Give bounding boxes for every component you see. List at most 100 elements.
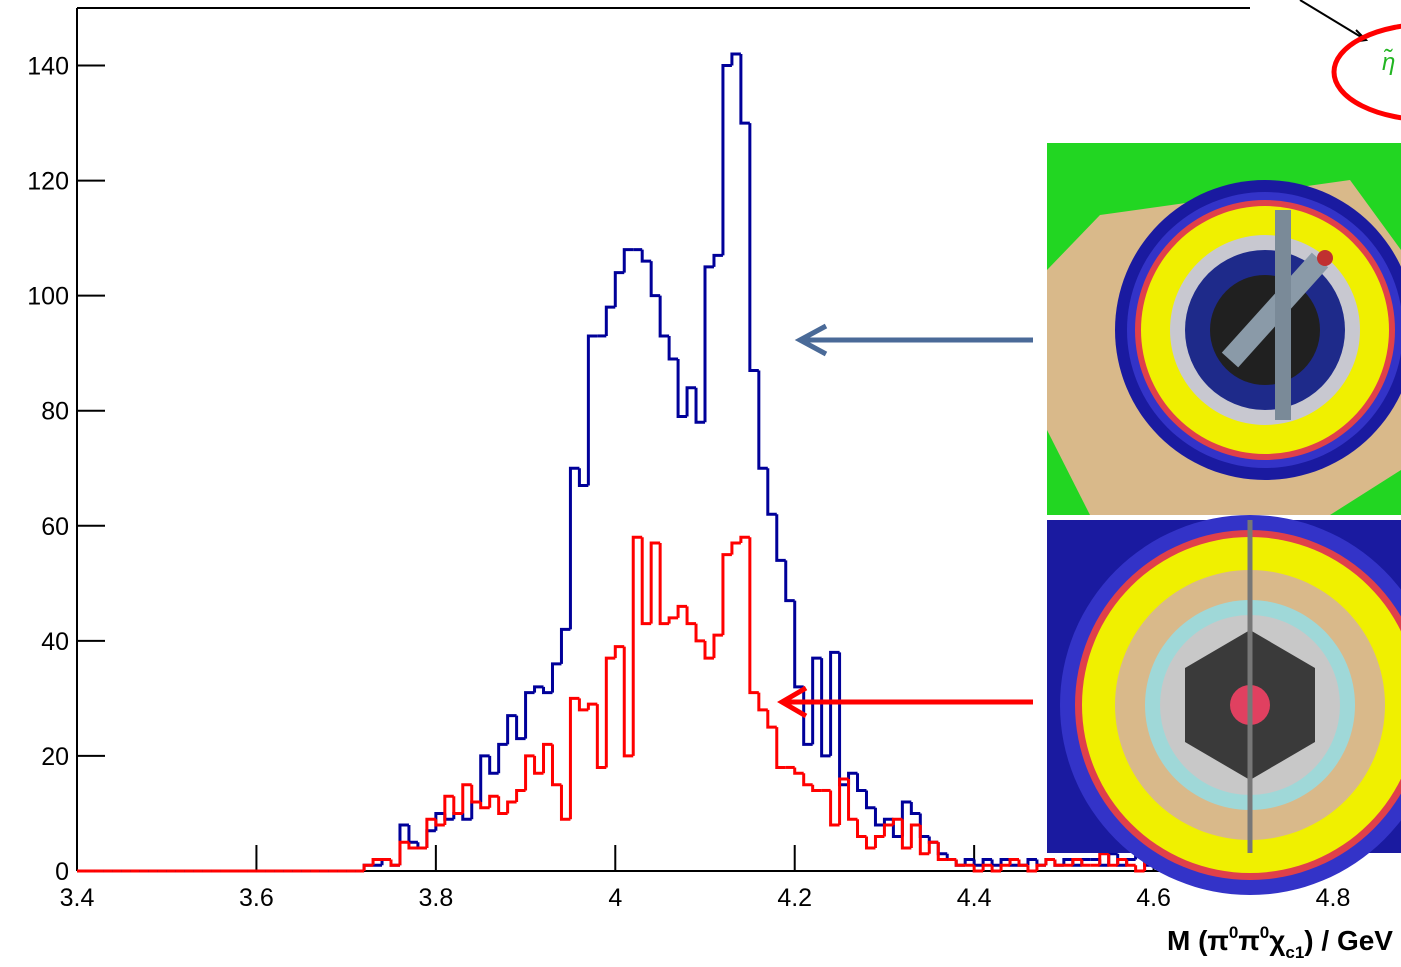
histogram-bin xyxy=(829,650,840,756)
histogram-bin xyxy=(838,652,849,787)
histogram-bin xyxy=(820,658,831,758)
histogram-bin xyxy=(1008,857,1019,866)
histogram-bin xyxy=(703,265,714,423)
histogram-bin xyxy=(479,801,490,810)
arrow-blue-head xyxy=(794,323,828,357)
histogram-bin xyxy=(721,64,732,256)
histogram-bin xyxy=(1098,852,1109,866)
histogram-bin xyxy=(918,824,930,856)
x-tick-label: 4.2 xyxy=(777,884,812,912)
histogram-bin xyxy=(685,386,697,417)
histogram-bin xyxy=(739,54,750,125)
histogram-bin xyxy=(470,784,481,804)
histogram-bin xyxy=(362,863,374,871)
histogram-bin xyxy=(640,537,652,626)
x-axis-label-part: c1 xyxy=(1285,943,1304,962)
x-axis-label-part: π xyxy=(1238,925,1259,956)
histogram-bin xyxy=(694,623,705,643)
histogram-bin xyxy=(515,715,526,741)
x-tick-label: 4.6 xyxy=(1136,884,1171,912)
histogram-bin xyxy=(873,834,885,848)
histogram-bin xyxy=(649,261,661,298)
overlay: η̃ xyxy=(777,0,1401,895)
histogram-bin xyxy=(533,685,544,693)
histogram-bin xyxy=(721,553,732,636)
histogram-bin xyxy=(882,823,894,837)
y-tick-label: 60 xyxy=(41,513,69,541)
histogram-bin xyxy=(604,656,616,768)
histogram-bin xyxy=(748,537,759,695)
histogram-bin xyxy=(577,468,589,488)
histogram-bin xyxy=(461,783,472,814)
histogram-bin xyxy=(425,817,436,848)
histogram-bin xyxy=(622,646,634,758)
histogram-bin xyxy=(793,600,804,689)
y-tick-label: 80 xyxy=(41,398,69,426)
histogram-bin xyxy=(766,468,777,516)
histogram-bin xyxy=(1053,859,1064,867)
histogram-bin xyxy=(999,863,1011,871)
histogram-bin xyxy=(586,702,598,710)
histogram-bin xyxy=(497,742,508,774)
histogram-bin xyxy=(524,754,535,791)
histogram-bin xyxy=(398,840,409,866)
histogram-bin xyxy=(963,857,975,866)
histogram-bin xyxy=(488,794,499,808)
histogram-bin xyxy=(838,777,849,825)
histogram-bin xyxy=(1134,865,1145,873)
histogram-bin xyxy=(488,755,499,775)
detector-image-2 xyxy=(1047,515,1401,895)
histogram-bin xyxy=(497,796,508,815)
x-axis-label: M (π0π0χc1) / GeV xyxy=(1167,923,1393,962)
x-axis-label-part: ) / GeV xyxy=(1304,925,1393,956)
histogram-bin xyxy=(1107,853,1118,867)
histogram-bin xyxy=(506,800,517,814)
histogram-bin xyxy=(757,370,768,470)
histogram-bin xyxy=(434,819,445,827)
histogram-bin xyxy=(712,253,723,267)
histogram-bin xyxy=(990,865,1002,873)
histogram-bin xyxy=(524,691,535,739)
y-tick-label: 40 xyxy=(41,628,69,656)
histogram-bin xyxy=(559,627,571,664)
histogram-bin xyxy=(631,535,643,756)
histogram-bin xyxy=(676,358,688,418)
histogram-bin xyxy=(1026,857,1037,866)
histogram-bin xyxy=(882,817,894,825)
histogram-bin xyxy=(1116,857,1127,866)
histogram-bin xyxy=(515,788,526,802)
histogram-bin xyxy=(909,823,921,848)
histogram-bin xyxy=(784,560,795,603)
histogram-bin xyxy=(461,813,472,821)
histogram-bin xyxy=(685,606,697,626)
histogram-bin xyxy=(703,640,714,660)
arrow-red-head xyxy=(777,685,808,719)
histogram-bin xyxy=(542,686,553,695)
histogram-bin xyxy=(542,742,553,774)
histogram-bin xyxy=(802,686,813,746)
highlight-ellipse xyxy=(1331,23,1401,121)
histogram-bin xyxy=(927,840,939,854)
histogram-bin xyxy=(972,865,984,873)
detector-image-1 xyxy=(1047,143,1401,515)
histogram-bin xyxy=(604,305,616,336)
histogram-bin xyxy=(900,819,912,850)
x-tick-label: 4.4 xyxy=(957,884,992,912)
histogram-bin xyxy=(856,819,867,838)
histogram-bin xyxy=(1026,865,1037,873)
histogram-bin xyxy=(550,662,562,693)
histogram-bin xyxy=(1071,857,1082,866)
histogram-bin xyxy=(936,842,948,861)
x-axis-label-part: χ xyxy=(1269,925,1285,956)
histogram-bin xyxy=(658,543,670,626)
histogram-bin xyxy=(748,123,759,372)
histogram-bin xyxy=(676,604,688,618)
histogram-bin xyxy=(1044,857,1055,866)
x-tick-label: 3.8 xyxy=(418,884,453,912)
histogram-bin xyxy=(1080,859,1091,867)
histogram-bin xyxy=(622,248,634,273)
x-tick-label: 4.8 xyxy=(1316,884,1351,912)
histogram-bin xyxy=(864,836,876,850)
histogram-bin xyxy=(730,541,741,555)
